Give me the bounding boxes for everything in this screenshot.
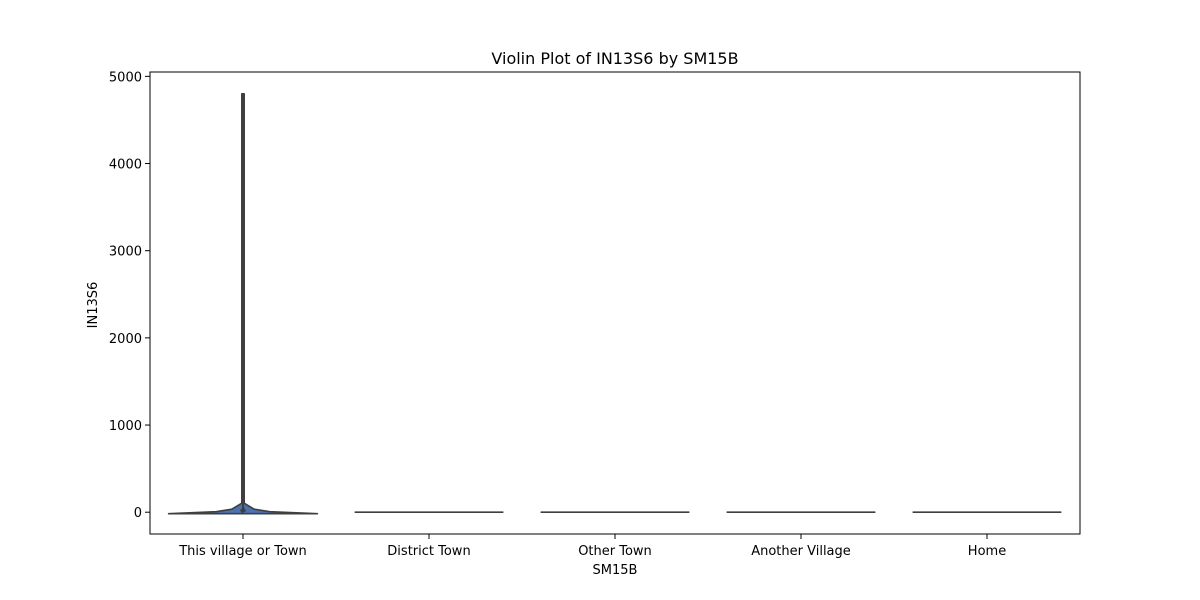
plot-area: 0 1000 2000 3000 4000 5000 This village or Tow… (109, 70, 1081, 559)
chart-title: Violin Plot of IN13S6 by SM15B (491, 49, 738, 68)
x-tick-label: Home (968, 544, 1006, 559)
y-axis-label: IN13S6 (86, 282, 101, 329)
y-tick-label: 2000 (109, 332, 142, 347)
y-tick-label: 1000 (109, 419, 142, 434)
x-tick-label: Another Village (751, 544, 851, 559)
x-tick-label: District Town (387, 544, 470, 559)
y-tick-label: 5000 (109, 70, 142, 85)
x-axis-label: SM15B (593, 563, 638, 578)
y-tick-label: 4000 (109, 158, 142, 173)
y-tick-label: 0 (134, 506, 142, 521)
violin-iqr-box (239, 507, 247, 514)
x-tick-label: This village or Town (178, 544, 307, 559)
plot-frame (149, 71, 1081, 535)
x-tick-label: Other Town (578, 544, 652, 559)
y-tick-label: 3000 (109, 245, 142, 260)
